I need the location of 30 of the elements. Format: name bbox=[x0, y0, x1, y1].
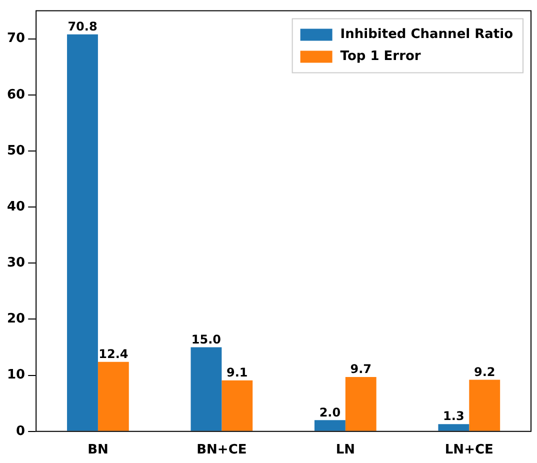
bar bbox=[469, 380, 500, 431]
data-label: 9.1 bbox=[226, 365, 248, 380]
bar bbox=[98, 362, 129, 431]
y-tick-label: 0 bbox=[16, 424, 26, 439]
bar bbox=[438, 424, 470, 431]
data-label: 15.0 bbox=[191, 332, 222, 346]
x-tick-label: BN+CE bbox=[196, 442, 247, 458]
bar bbox=[314, 420, 346, 431]
data-label: 1.3 bbox=[443, 409, 464, 424]
y-tick-label: 60 bbox=[6, 87, 26, 102]
y-tick-label: 40 bbox=[6, 199, 26, 214]
x-tick-label: LN bbox=[336, 442, 355, 458]
data-label: 12.4 bbox=[98, 346, 128, 361]
y-tick-label: 10 bbox=[6, 368, 26, 383]
bar bbox=[67, 34, 98, 431]
data-label: 9.2 bbox=[474, 364, 496, 379]
x-tick-label: LN+CE bbox=[444, 442, 494, 458]
x-tick-label: BN bbox=[88, 442, 108, 458]
y-tick-label: 50 bbox=[6, 143, 26, 158]
data-label: 70.8 bbox=[68, 19, 98, 34]
bar bbox=[190, 347, 222, 431]
bar bbox=[345, 377, 376, 431]
y-tick-label: 20 bbox=[6, 312, 26, 327]
data-label: 2.0 bbox=[319, 405, 341, 420]
data-label: 9.7 bbox=[350, 362, 372, 376]
legend-label: Inhibited Channel Ratio bbox=[340, 27, 514, 42]
y-tick-label: 30 bbox=[6, 256, 26, 271]
legend-label: Top 1 Error bbox=[340, 49, 422, 64]
y-tick-label: 70 bbox=[6, 31, 26, 46]
bar bbox=[222, 380, 253, 431]
